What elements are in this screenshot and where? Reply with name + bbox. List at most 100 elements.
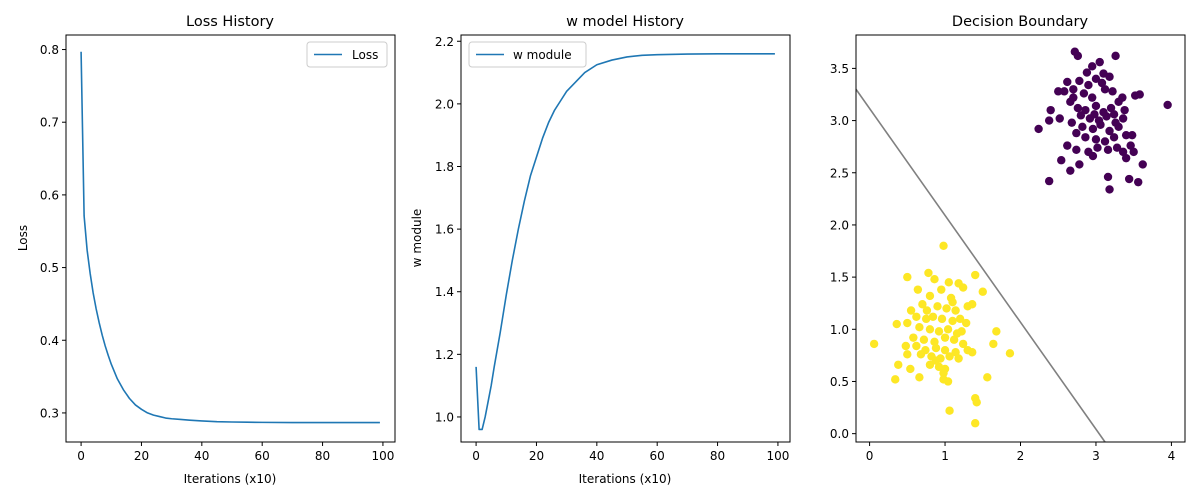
loss-y-tick-label: 0.4 bbox=[40, 334, 59, 348]
boundary-y-tick-label: 2.0 bbox=[830, 218, 849, 232]
class-purple-point bbox=[1072, 145, 1081, 154]
class-purple-point bbox=[1103, 172, 1113, 182]
class-purple-point bbox=[1088, 151, 1098, 161]
class-purple-point bbox=[1087, 93, 1097, 102]
boundary-x-tick-label: 1 bbox=[941, 449, 949, 463]
boundary-y-tick-label: 1.0 bbox=[830, 323, 849, 337]
loss-x-tick-label: 60 bbox=[255, 449, 270, 463]
class-purple-point bbox=[1129, 147, 1138, 157]
class-yellow-point bbox=[918, 300, 927, 309]
class-purple-point bbox=[1075, 76, 1084, 86]
class-yellow-point bbox=[906, 306, 916, 315]
boundary-y-tick-label: 3.0 bbox=[830, 114, 849, 128]
class-yellow-point bbox=[913, 285, 923, 294]
loss-history-panel: Loss History Iterations (x10) Loss 0 20 40… bbox=[16, 14, 396, 486]
class-purple-point bbox=[1121, 153, 1131, 163]
class-yellow-point bbox=[912, 312, 921, 321]
class-purple-point bbox=[1091, 101, 1101, 111]
w-y-ticks: 1.0 1.2 1.4 1.6 1.8 2.0 2.2 bbox=[435, 35, 461, 424]
w-x-tick-label: 20 bbox=[529, 449, 544, 463]
class-yellow-point bbox=[940, 345, 950, 355]
class-purple-point bbox=[1112, 143, 1122, 152]
class-yellow-point bbox=[939, 368, 948, 378]
w-y-tick-label: 1.4 bbox=[435, 285, 454, 299]
class-yellow-point bbox=[919, 335, 929, 344]
boundary-y-tick-label: 0.0 bbox=[830, 427, 849, 441]
class-purple-point bbox=[1063, 141, 1072, 150]
class-yellow-point bbox=[942, 304, 951, 313]
class-yellow-point bbox=[894, 360, 903, 369]
class-yellow-point bbox=[925, 325, 935, 334]
class-yellow-point bbox=[951, 348, 960, 357]
loss-y-tick-label: 0.8 bbox=[40, 43, 59, 57]
w-legend-label: w module bbox=[513, 48, 572, 62]
boundary-y-tick-label: 1.5 bbox=[830, 271, 849, 285]
class-purple-point bbox=[1066, 166, 1075, 175]
class-purple-point bbox=[1134, 177, 1143, 187]
class-purple-point bbox=[1111, 51, 1120, 61]
class-purple-point bbox=[1044, 116, 1054, 125]
w-y-tick-label: 2.2 bbox=[435, 35, 454, 49]
loss-series-line bbox=[80, 51, 380, 424]
class-purple-point bbox=[1105, 72, 1114, 81]
class-purple-point bbox=[1109, 133, 1119, 142]
class-purple-point bbox=[1163, 100, 1172, 110]
class-purple-point bbox=[1082, 68, 1092, 77]
class-purple-point bbox=[1063, 77, 1072, 87]
class-yellow-point bbox=[1005, 349, 1015, 358]
class-yellow-point bbox=[968, 348, 977, 357]
w-x-ticks: 0 20 40 60 80 100 bbox=[472, 442, 789, 463]
class-purple-point bbox=[1121, 130, 1131, 140]
class-yellow-point bbox=[948, 316, 957, 326]
loss-x-tick-label: 80 bbox=[315, 449, 330, 463]
class-purple-point bbox=[1088, 124, 1098, 134]
class-yellow-point bbox=[903, 272, 912, 282]
class-yellow-point bbox=[978, 287, 987, 296]
w-series-line bbox=[475, 52, 775, 431]
w-y-tick-label: 1.2 bbox=[435, 348, 454, 362]
class-yellow-point bbox=[943, 377, 953, 386]
boundary-y-tick-label: 2.5 bbox=[830, 166, 849, 180]
w-y-axis-label: w module bbox=[410, 209, 424, 268]
class-yellow-point bbox=[943, 325, 953, 334]
class-yellow-point bbox=[916, 350, 926, 359]
class-yellow-point bbox=[971, 270, 980, 280]
boundary-plot-area bbox=[856, 35, 1185, 442]
class-yellow-point bbox=[921, 314, 931, 324]
boundary-marks bbox=[855, 47, 1172, 443]
loss-x-ticks: 0 20 40 60 80 100 bbox=[77, 442, 394, 463]
class-yellow-point bbox=[955, 314, 965, 324]
w-x-axis-label: Iterations (x10) bbox=[579, 472, 672, 486]
class-purple-point bbox=[1102, 112, 1111, 121]
class-yellow-point bbox=[933, 302, 942, 311]
class-purple-point bbox=[1069, 85, 1078, 94]
class-purple-point bbox=[1067, 118, 1077, 127]
w-y-tick-label: 1.6 bbox=[435, 223, 454, 237]
w-legend: w module bbox=[468, 41, 587, 68]
class-yellow-point bbox=[971, 419, 980, 428]
class-purple-point bbox=[1072, 128, 1081, 138]
loss-y-axis-label: Loss bbox=[16, 225, 30, 251]
class-purple-point bbox=[1109, 110, 1119, 119]
class-yellow-point bbox=[937, 285, 946, 294]
class-purple-point bbox=[1111, 118, 1120, 127]
decision-boundary-panel: Decision Boundary 0 1 2 3 4 0.0 0.5 1.0 1.5 2.0 2… bbox=[830, 14, 1186, 463]
class-yellow-point bbox=[992, 327, 1001, 336]
class-yellow-point bbox=[961, 318, 971, 328]
boundary-y-ticks: 0.0 0.5 1.0 1.5 2.0 2.5 3.0 3.5 bbox=[830, 62, 856, 441]
class-purple-point bbox=[1054, 87, 1063, 96]
class-purple-point bbox=[1105, 185, 1114, 194]
class-purple-point bbox=[1073, 103, 1083, 113]
class-purple-point bbox=[1096, 120, 1105, 129]
class-purple-point bbox=[1118, 114, 1128, 123]
class-yellow-point bbox=[940, 333, 950, 342]
loss-x-tick-label: 0 bbox=[77, 449, 85, 463]
loss-legend: Loss bbox=[306, 41, 388, 68]
loss-plot-area bbox=[66, 35, 395, 442]
class-yellow-point bbox=[928, 312, 938, 321]
decision-boundary-line bbox=[855, 88, 1106, 443]
class-yellow-point bbox=[949, 335, 959, 344]
class-yellow-point bbox=[945, 406, 954, 415]
class-purple-point bbox=[1091, 74, 1101, 84]
